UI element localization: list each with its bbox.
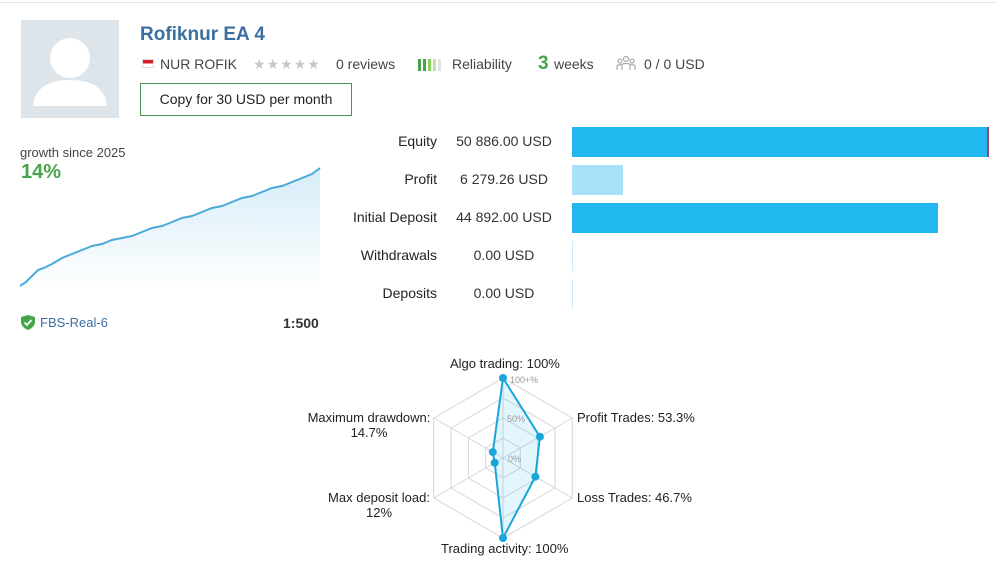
equity-label: Equity [398,133,437,149]
leverage-value: 1:500 [283,315,319,331]
equity-bar [572,127,989,157]
growth-area [20,168,320,290]
server-name[interactable]: FBS-Real-6 [40,315,108,330]
avatar[interactable] [21,20,119,118]
reliability-label: Reliability [452,56,512,72]
indonesia-flag-icon [142,59,154,68]
reliability-bars-icon [418,59,443,75]
growth-chart[interactable] [20,160,322,290]
radar-point-trading-activity[interactable] [499,534,507,542]
radar-label-loss-trades: Loss Trades: 46.7% [577,490,692,505]
initial-deposit-label: Initial Deposit [352,209,437,225]
weeks-label: weeks [554,56,594,72]
deposits-label: Deposits [382,285,437,301]
radar-point-algo[interactable] [499,374,507,382]
subscribers-value: 0 / 0 USD [644,56,705,72]
radar-point-loss-trades[interactable] [531,472,540,481]
radar-point-max-drawdown[interactable] [488,448,497,457]
deposits-value: 0.00 USD [473,285,535,301]
radar-point-max-deposit-load[interactable] [490,458,499,467]
copy-subscribe-button[interactable]: Copy for 30 USD per month [140,83,352,116]
profit-value: 6 279.26 USD [460,171,548,187]
profit-label: Profit [404,171,437,187]
profit-bar [572,165,623,195]
weeks-count: 3 [538,53,549,74]
rating-stars-icon: ★★★★★ [253,56,321,72]
withdrawals-bar [572,241,573,271]
verified-shield-icon [21,315,35,330]
growth-label: growth since 2025 [20,145,126,160]
withdrawals-label: Withdrawals [360,247,437,263]
initial-deposit-bar [572,203,938,233]
equity-value: 50 886.00 USD [456,133,552,149]
max-deposit-load-title: Max deposit load: [328,490,430,505]
signal-title[interactable]: Rofiknur EA 4 [140,24,265,45]
max-drawdown-value: 14.7% [350,425,388,440]
radar-scale-0: 0% [508,454,521,464]
growth-value: 14% [21,161,62,183]
subscribers-icon [616,54,636,77]
initial-deposit-value: 44 892.00 USD [456,209,552,225]
growth-line [20,167,321,287]
withdrawals-value: 0.00 USD [473,247,535,263]
reviews-link[interactable]: 0 reviews [336,56,396,72]
max-deposit-load-value: 12% [365,505,393,520]
deposits-bar [572,279,573,309]
radar-point-profit-trades[interactable] [535,432,544,441]
radar-label-trading-activity: Trading activity: 100% [441,541,569,556]
radar-label-profit-trades: Profit Trades: 53.3% [577,410,695,425]
radar-chart[interactable]: 100+% 50% 0% [300,350,700,570]
top-divider [0,2,997,3]
user-silhouette-icon [33,38,107,106]
author-name[interactable]: NUR ROFIK [160,56,237,72]
radar-scale-50: 50% [507,414,525,424]
radar-label-max-deposit-load: Max deposit load: 12% [328,490,430,520]
radar-label-algo: Algo trading: 100% [450,356,560,371]
max-drawdown-title: Maximum drawdown: [307,410,431,425]
radar-label-max-drawdown: Maximum drawdown: 14.7% [307,410,431,440]
radar-scale-100: 100+% [510,375,538,385]
